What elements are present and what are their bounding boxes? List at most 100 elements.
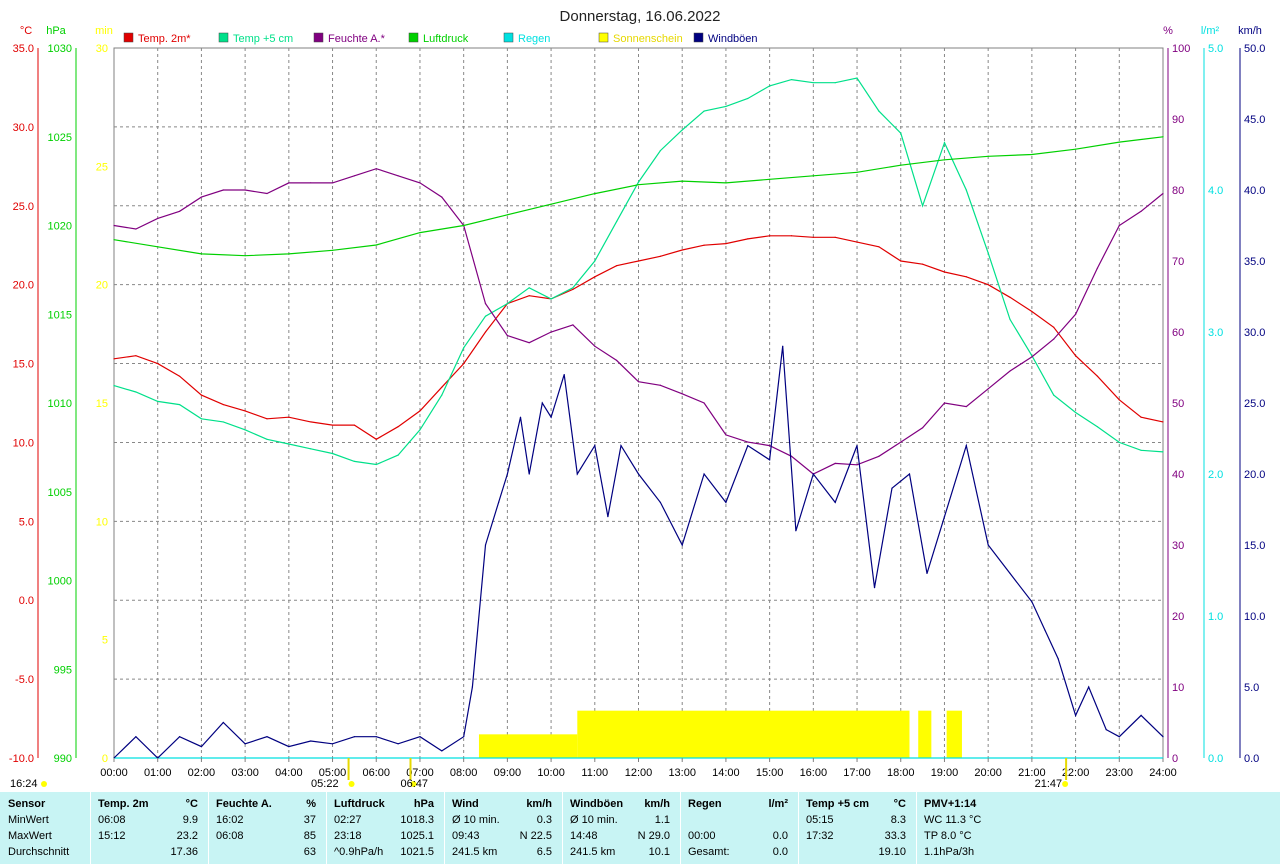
data-point (266, 192, 268, 195)
time-tick-label: 17:00 (843, 767, 871, 779)
data-point (157, 362, 159, 365)
humidity-tick-label: 60 (1172, 327, 1184, 339)
time-tick-label: 06:00 (362, 767, 390, 779)
data-point (419, 736, 421, 738)
data-point (943, 142, 946, 144)
data-point (926, 572, 928, 575)
time-axis: 00:00 01:00 02:00 03:00 04:00 05:00 06:00 07:00… (100, 758, 1177, 779)
wind-tick-label: 5.0 (1244, 682, 1259, 694)
data-point (113, 224, 115, 227)
legend-label: Temp +5 cm (233, 33, 293, 45)
data-point (419, 232, 421, 234)
sun-event-markers: 05:22 06:47 21:47 16:24 (10, 758, 1069, 790)
data-point (1118, 736, 1120, 738)
stats-cell: ^0.9hPa/h (334, 846, 384, 858)
data-point (441, 750, 443, 752)
stats-cell: Windböen (570, 798, 624, 810)
stats-separator (326, 792, 327, 864)
pressure-tick-label: 1005 (48, 487, 72, 499)
data-point (397, 743, 399, 745)
stats-row: 241.5 km 10.1 (566, 846, 678, 862)
stats-separator (444, 792, 445, 864)
stats-cell: 0.0 (772, 830, 788, 842)
stats-cell: l/m² (768, 798, 788, 810)
data-point (506, 214, 508, 216)
data-point (528, 295, 530, 297)
time-tick-label: 24:00 (1149, 767, 1177, 779)
stats-cell: WC 11.3 °C (924, 814, 982, 826)
wind-unit-label: km/h (1238, 25, 1262, 37)
data-point (331, 743, 334, 745)
data-point (244, 255, 246, 257)
data-point (681, 249, 683, 251)
stats-cell: 05:15 (806, 814, 834, 826)
data-point (1031, 153, 1033, 156)
time-tick-label: 07:00 (406, 767, 434, 779)
data-point (441, 196, 443, 198)
sun-icon (348, 781, 355, 787)
stats-row: 17.36 (94, 846, 206, 862)
stats-separator (208, 792, 209, 864)
sun_min-tick-label: 15 (96, 398, 108, 410)
temp-tick-label: -5.0 (15, 674, 34, 686)
stats-cell: 1.1 (654, 814, 670, 826)
sun_min-tick-label: 20 (96, 280, 108, 292)
data-point (484, 315, 487, 317)
data-point (178, 403, 181, 406)
stats-row: 15:12 23.2 (94, 830, 206, 846)
data-point (222, 421, 224, 423)
stats-cell: 14:48 (570, 830, 598, 842)
data-point (834, 462, 836, 464)
stats-cell: 15:12 (98, 830, 126, 842)
stats-row: 09:43 N 22.5 (448, 830, 560, 846)
time-tick-label: 09:00 (494, 767, 522, 779)
humidity-tick-label: 50 (1172, 398, 1184, 410)
data-point (331, 249, 334, 251)
legend-label: Feuchte A.* (328, 33, 386, 45)
humidity-tick-label: 20 (1172, 611, 1184, 623)
data-point (353, 736, 355, 738)
stats-cell: 23:18 (334, 830, 362, 842)
stats-header: Regen l/m² (684, 798, 796, 814)
data-point (419, 182, 421, 184)
time-tick-label: 01:00 (144, 767, 172, 779)
data-point (310, 182, 312, 184)
left-axes: °C 35.0 30.0 25.0 20.0 15.0 10.0 5.0 0.0 -5.0 -10.… (9, 25, 113, 765)
data-point (506, 334, 508, 337)
data-point (1140, 416, 1142, 418)
data-point (506, 473, 508, 475)
data-point (856, 241, 858, 243)
stats-row: 17:32 33.3 (802, 830, 914, 846)
data-point (1053, 394, 1055, 396)
data-point (637, 381, 640, 383)
stats-separator (798, 792, 799, 864)
data-point (550, 203, 552, 205)
sun_min-tick-label: 5 (102, 635, 108, 647)
data-point (878, 455, 880, 457)
time-tick-label: 23:00 (1106, 767, 1134, 779)
data-point (471, 686, 474, 688)
data-point (550, 298, 552, 300)
stats-cell: MinWert (8, 814, 49, 826)
data-point (1009, 318, 1011, 320)
time-tick-label: 11:00 (581, 767, 608, 779)
stats-cell: 63 (303, 846, 316, 858)
stats-cell: PMV+1:14 (924, 798, 977, 810)
time-tick-label: 15:00 (756, 767, 784, 779)
data-point (419, 429, 421, 431)
stats-cell: N 29.0 (637, 830, 670, 842)
data-point (812, 473, 814, 475)
stats-cell: 33.3 (884, 830, 906, 842)
data-point (310, 421, 312, 423)
data-point (550, 416, 552, 418)
data-point (594, 276, 596, 278)
data-point (135, 736, 137, 738)
data-point (200, 394, 203, 396)
data-point (1031, 356, 1033, 358)
stats-cell: Wind (452, 798, 479, 810)
sunrise-label: 05:22 (311, 778, 339, 790)
data-point (1105, 729, 1107, 731)
data-point (594, 260, 596, 262)
temp-tick-label: 15.0 (13, 359, 34, 371)
stats-cell: 1018.3 (400, 814, 434, 826)
